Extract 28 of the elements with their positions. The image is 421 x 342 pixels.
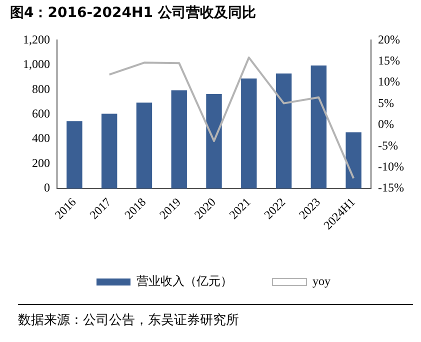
bar bbox=[346, 132, 362, 188]
legend-label: yoy bbox=[312, 274, 330, 288]
y-tick-label: 600 bbox=[32, 106, 50, 120]
y2-tick-label: -10% bbox=[378, 159, 404, 174]
y2-tick-label: -15% bbox=[378, 180, 404, 195]
source-note: 数据来源：公司公告，东吴证券研究所 bbox=[18, 304, 413, 329]
bar bbox=[101, 114, 118, 188]
bar bbox=[310, 66, 327, 188]
y-tick-label: 1,200 bbox=[23, 32, 50, 46]
chart-title: 图4：2016-2024H1 公司营收及同比 bbox=[10, 4, 256, 22]
bar bbox=[66, 121, 82, 188]
bar bbox=[241, 78, 257, 188]
y-tick-label: 400 bbox=[32, 131, 50, 146]
y2-tick-label: 0% bbox=[378, 117, 394, 132]
bar bbox=[206, 94, 222, 188]
y-tick-label: 800 bbox=[32, 82, 50, 96]
y-tick-label: 1,000 bbox=[23, 57, 50, 72]
y2-tick-label: -5% bbox=[378, 138, 398, 152]
y-tick-label: 200 bbox=[32, 156, 50, 170]
bar bbox=[276, 74, 292, 188]
y2-tick-label: 10% bbox=[378, 74, 400, 89]
bar bbox=[136, 102, 152, 188]
y2-tick-label: 20% bbox=[378, 32, 400, 46]
y2-tick-label: 15% bbox=[378, 54, 400, 68]
bar bbox=[171, 90, 187, 188]
legend-label: 营业收入（亿元） bbox=[136, 274, 232, 288]
y2-tick-label: 5% bbox=[378, 96, 394, 110]
y-tick-label: 0 bbox=[44, 180, 50, 195]
